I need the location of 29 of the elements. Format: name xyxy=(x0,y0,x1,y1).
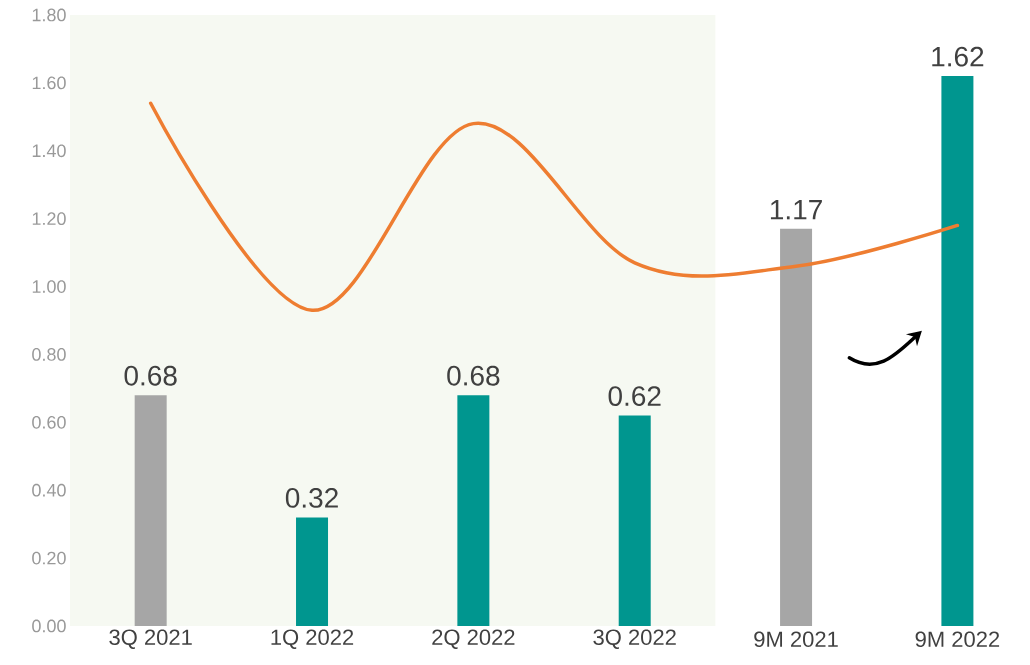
y-tick-label: 1.00 xyxy=(32,280,66,293)
data-label: 0.68 xyxy=(124,365,177,386)
y-tick-label: 1.20 xyxy=(32,212,66,226)
data-label: 1.17 xyxy=(770,200,822,220)
x-tick-label: 3Q 2022 xyxy=(593,629,676,649)
y-tick-label: 1.60 xyxy=(32,76,66,90)
data-label: 0.68 xyxy=(447,365,500,386)
bar xyxy=(296,517,329,626)
x-tick-label: 9M 2021 xyxy=(754,631,838,647)
y-tick-label: 0.20 xyxy=(32,551,66,565)
y-tick-label: 1.40 xyxy=(32,144,66,158)
x-tick-label: 1Q 2022 xyxy=(271,629,354,649)
x-tick-label: 3Q 2021 xyxy=(109,629,192,649)
data-label: 0.32 xyxy=(285,488,338,508)
data-label: 1.62 xyxy=(932,46,984,67)
data-label: 0.62 xyxy=(608,386,661,406)
bar xyxy=(618,415,651,626)
bar xyxy=(780,228,813,626)
y-tick-label: 1.80 xyxy=(32,8,66,22)
y-tick-label: 0.40 xyxy=(32,483,66,497)
bar xyxy=(941,76,974,626)
y-tick-label: 0.60 xyxy=(32,415,66,429)
x-tick-label: 9M 2022 xyxy=(915,631,1000,647)
y-tick-label: 0.00 xyxy=(32,619,66,633)
bar xyxy=(134,395,167,626)
line-series xyxy=(148,101,960,313)
y-tick-label: 0.80 xyxy=(32,348,66,361)
x-tick-label: 2Q 2022 xyxy=(432,629,515,649)
bar xyxy=(457,395,490,626)
